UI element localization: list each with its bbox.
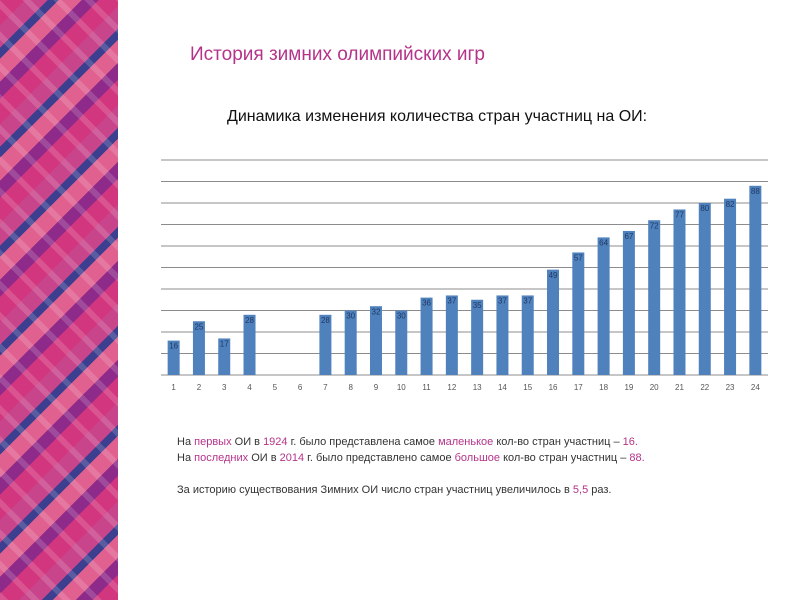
x-tick-label: 18	[599, 383, 608, 392]
bar	[572, 252, 585, 375]
bar	[445, 295, 458, 375]
x-tick-label: 1	[171, 383, 176, 392]
bar	[622, 230, 635, 375]
x-tick-label: 24	[751, 383, 760, 392]
note-text: На	[177, 452, 195, 464]
value-label: 36	[422, 299, 431, 308]
bar	[698, 203, 711, 375]
value-label: 82	[726, 200, 735, 209]
highlight-text: 88.	[629, 452, 645, 464]
highlight-text: большое	[454, 452, 501, 464]
value-label: 37	[498, 297, 507, 306]
value-label: 16	[169, 342, 178, 351]
highlight-text: первых	[194, 436, 232, 448]
value-label: 64	[599, 239, 608, 248]
bar	[420, 297, 433, 375]
chart-subtitle: Динамика изменения количества стран учас…	[227, 108, 648, 125]
bar	[471, 299, 484, 375]
x-tick-label: 5	[273, 383, 278, 392]
value-label: 28	[245, 316, 254, 325]
bar	[243, 314, 256, 375]
x-tick-label: 4	[247, 383, 252, 392]
x-tick-label: 22	[700, 383, 709, 392]
note-paragraph: На первых ОИ в 1924 г. было представлена…	[177, 434, 777, 450]
x-tick-label: 6	[298, 383, 303, 392]
value-label: 30	[346, 312, 355, 321]
note-text: г. было представлена самое	[287, 436, 439, 448]
note-text: За историю существования Зимних ОИ число…	[177, 484, 573, 496]
value-label: 35	[473, 301, 482, 310]
x-tick-label: 19	[624, 383, 633, 392]
bar	[319, 314, 332, 375]
x-tick-label: 2	[197, 383, 202, 392]
x-tick-label: 16	[549, 383, 558, 392]
x-tick-label: 13	[473, 383, 482, 392]
notes: На первых ОИ в 1924 г. было представлена…	[177, 434, 777, 498]
x-tick-label: 23	[726, 383, 735, 392]
bar	[749, 185, 762, 375]
value-label: 17	[220, 340, 229, 349]
value-label: 25	[194, 322, 203, 331]
bar	[369, 306, 382, 375]
value-label: 37	[447, 297, 456, 306]
highlight-text: 2014	[279, 452, 305, 464]
bar	[597, 237, 610, 375]
note-text: ОИ в	[231, 436, 264, 448]
value-label: 88	[751, 187, 760, 196]
value-label: 72	[650, 221, 659, 230]
x-tick-label: 17	[574, 383, 583, 392]
bar	[192, 321, 205, 375]
slide-title: История зимних олимпийских игр	[190, 44, 485, 65]
bar	[648, 220, 661, 375]
value-label: 77	[675, 211, 684, 220]
x-tick-label: 8	[348, 383, 353, 392]
value-label: 80	[700, 204, 709, 213]
x-tick-label: 20	[650, 383, 659, 392]
highlight-text: 1924	[263, 436, 288, 448]
x-tick-label: 14	[498, 383, 507, 392]
highlight-text: 5,5	[572, 484, 589, 496]
x-tick-label: 11	[422, 383, 431, 392]
bar	[395, 310, 408, 375]
value-label: 57	[574, 254, 583, 263]
bar	[673, 209, 686, 375]
note-text: ОИ в	[248, 452, 280, 464]
x-tick-label: 3	[222, 383, 227, 392]
note-text: кол-во стран участниц –	[500, 452, 630, 464]
bar	[218, 338, 231, 375]
value-label: 28	[321, 316, 330, 325]
bar	[496, 295, 509, 375]
x-tick-label: 21	[675, 383, 684, 392]
decorative-strip	[0, 0, 118, 600]
x-tick-label: 12	[447, 383, 456, 392]
x-tick-label: 9	[374, 383, 379, 392]
highlight-text: 16.	[622, 436, 638, 448]
note-paragraph: За историю существования Зимних ОИ число…	[177, 482, 777, 498]
highlight-text: последних	[194, 452, 249, 464]
note-text: раз.	[588, 484, 612, 496]
bar	[167, 340, 180, 375]
bar	[344, 310, 357, 375]
value-label: 32	[372, 307, 381, 316]
note-text: На	[177, 436, 195, 448]
x-tick-label: 10	[397, 383, 406, 392]
bar	[521, 295, 534, 375]
value-label: 30	[397, 312, 406, 321]
bar	[724, 198, 737, 375]
note-text: кол-во стран участниц –	[493, 436, 623, 448]
bar	[547, 269, 560, 375]
x-tick-label: 7	[323, 383, 328, 392]
highlight-text: маленькое	[438, 436, 494, 448]
value-label: 37	[523, 297, 532, 306]
note-text: г. было представлено самое	[304, 452, 455, 464]
note-paragraph: На последних ОИ в 2014 г. было представл…	[177, 450, 777, 466]
value-label: 67	[624, 232, 633, 241]
value-label: 49	[549, 271, 558, 280]
x-tick-label: 15	[523, 383, 532, 392]
